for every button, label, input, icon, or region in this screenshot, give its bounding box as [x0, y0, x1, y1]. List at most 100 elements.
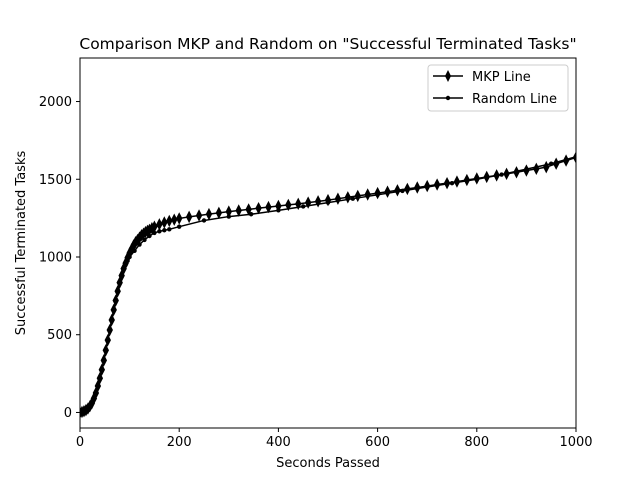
mkp-point: [552, 157, 560, 170]
y-axis: 0 500 1000 1500 2000: [39, 95, 80, 421]
random-point: [109, 317, 114, 323]
random-point: [99, 367, 105, 372]
mkp-point: [453, 175, 461, 188]
x-tick-label: 1000: [559, 435, 592, 450]
series-random-line: [80, 154, 576, 415]
random-point: [95, 383, 101, 389]
mkp-point: [176, 212, 183, 225]
series-clip: [80, 151, 576, 419]
random-point: [425, 184, 430, 190]
random-point: [248, 212, 254, 217]
mkp-point: [146, 223, 153, 236]
series-layer: [80, 151, 576, 419]
mkp-point: [185, 210, 193, 224]
random-point: [105, 337, 110, 343]
mkp-point: [394, 184, 401, 197]
random-point: [524, 166, 529, 172]
random-point: [127, 254, 132, 260]
mkp-point: [404, 182, 411, 196]
random-point: [449, 180, 455, 186]
x-tick-label: 800: [464, 435, 489, 450]
random-point: [152, 230, 157, 236]
random-point: [107, 327, 112, 333]
random-point: [549, 161, 554, 166]
mkp-point: [265, 200, 272, 214]
random-point: [201, 218, 207, 223]
y-tick-label: 0: [64, 406, 72, 421]
plot-frame: [79, 57, 577, 429]
legend-random-label: Random Line: [472, 92, 557, 107]
x-axis: 0 200 400 600 800 1000: [76, 428, 593, 450]
mkp-point: [235, 204, 242, 217]
random-point: [177, 224, 182, 229]
x-tick-label: 0: [76, 435, 84, 450]
mkp-point: [205, 207, 213, 221]
random-point: [97, 376, 103, 381]
x-axis-label: Seconds Passed: [276, 456, 380, 471]
random-point: [93, 390, 99, 396]
mkp-point: [513, 166, 520, 179]
mkp-point: [324, 193, 332, 207]
legend-mkp-marker: [445, 70, 451, 82]
random-point: [325, 200, 331, 205]
mkp-point: [225, 205, 232, 218]
random-point: [301, 204, 306, 209]
random-point: [117, 280, 122, 285]
mkp-point: [443, 176, 451, 190]
legend-mkp-label: MKP Line: [472, 70, 531, 85]
chart-title: Comparison MKP and Random on "Successful…: [79, 35, 576, 53]
y-tick-label: 500: [47, 328, 72, 343]
random-point: [121, 267, 126, 272]
y-tick-label: 1500: [39, 173, 72, 188]
mkp-point: [433, 178, 441, 191]
random-point: [375, 192, 380, 198]
mkp-point: [354, 189, 361, 203]
random-point: [162, 228, 167, 233]
mkp-point: [533, 162, 540, 176]
random-point: [137, 242, 142, 247]
random-point: [89, 400, 95, 406]
mkp-point: [156, 218, 163, 231]
random-point: [111, 307, 116, 313]
mkp-point: [166, 214, 173, 228]
x-tick-label: 600: [365, 435, 390, 450]
random-point: [101, 358, 107, 363]
mkp-point: [364, 188, 371, 201]
random-point: [125, 258, 130, 264]
mkp-point: [414, 181, 421, 194]
random-point: [103, 348, 108, 353]
random-point: [142, 237, 147, 243]
random-point: [113, 298, 118, 303]
x-tick-label: 400: [266, 435, 291, 450]
random-point: [157, 229, 162, 234]
random-point: [123, 262, 128, 267]
mkp-point: [463, 173, 471, 187]
random-point: [499, 172, 504, 177]
mkp-point: [384, 185, 391, 198]
random-point: [400, 188, 405, 194]
mkp-point: [171, 213, 178, 226]
random-point: [276, 208, 281, 213]
random-point: [474, 177, 479, 182]
mkp-point: [161, 216, 168, 229]
mkp-point: [195, 209, 203, 222]
legend: MKP Line Random Line: [427, 64, 569, 112]
random-point: [573, 154, 576, 159]
random-point: [132, 248, 137, 253]
x-tick-label: 200: [167, 435, 192, 450]
mkp-point: [562, 154, 570, 167]
mkp-point: [151, 220, 158, 233]
random-point: [91, 396, 97, 401]
mkp-point: [215, 206, 223, 220]
y-axis-label: Successful Terminated Tasks: [14, 151, 29, 336]
random-point: [167, 227, 172, 232]
random-point: [350, 196, 355, 201]
mkp-point: [255, 201, 262, 215]
random-point: [147, 233, 152, 239]
random-point: [115, 288, 120, 294]
random-point: [226, 214, 231, 219]
y-tick-label: 2000: [39, 95, 72, 110]
legend-random-marker: [445, 95, 451, 101]
y-tick-label: 1000: [39, 250, 72, 265]
